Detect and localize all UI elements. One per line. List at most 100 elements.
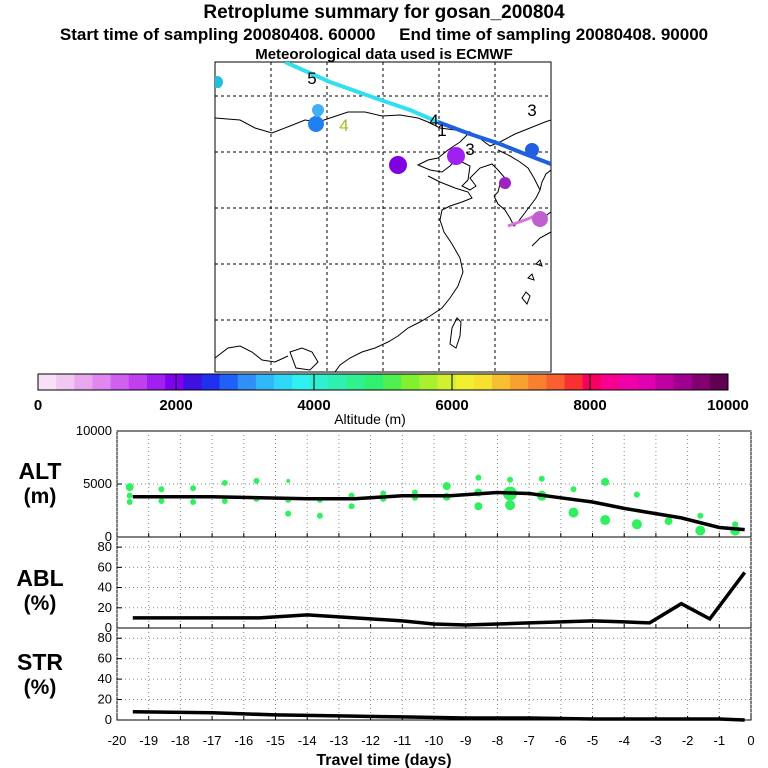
data-point xyxy=(507,476,514,483)
colorbar-cell xyxy=(564,374,584,390)
y-tick-label: 0 xyxy=(105,712,112,727)
x-tick-label: -8 xyxy=(492,733,504,748)
x-tick-label: -9 xyxy=(460,733,472,748)
colorbar-cell xyxy=(582,374,602,390)
y-tick-label: 40 xyxy=(98,580,112,595)
colorbar-cell xyxy=(401,374,420,390)
data-point xyxy=(286,478,291,483)
data-point xyxy=(475,474,482,481)
data-point xyxy=(505,500,516,511)
colorbar-tick-label: 2000 xyxy=(159,397,192,414)
panel-labels: ALT (m) ABL (%) STR (%) xyxy=(16,458,63,699)
colorbar-cell xyxy=(165,374,184,390)
coastline-south xyxy=(215,345,289,363)
colorbar-cell xyxy=(274,374,293,390)
str-unit-label: (%) xyxy=(24,676,57,699)
trajectory-cyan xyxy=(284,62,439,124)
colorbar-cell xyxy=(383,374,402,390)
map-label: 5 xyxy=(313,102,322,121)
x-tick-label: -17 xyxy=(203,733,222,748)
str-label: STR xyxy=(17,649,63,675)
colorbar-cell xyxy=(237,374,257,390)
panel-frame xyxy=(116,536,752,629)
data-point xyxy=(126,499,133,506)
colorbar-cell xyxy=(510,374,529,390)
data-point xyxy=(538,475,545,482)
colorbar-tick-label: 6000 xyxy=(435,397,468,414)
x-tick-label: -6 xyxy=(555,733,567,748)
data-point xyxy=(316,512,323,519)
y-tick-label: 40 xyxy=(98,671,112,686)
data-point xyxy=(190,485,197,492)
data-point xyxy=(503,486,518,501)
data-point xyxy=(536,490,547,501)
plume-dot xyxy=(525,143,539,157)
x-tick-label: -4 xyxy=(618,733,630,748)
series-line-alt xyxy=(132,490,745,532)
colorbar-cell xyxy=(491,374,511,390)
colorbar-cell xyxy=(528,374,547,390)
coastlines xyxy=(215,111,551,372)
data-point xyxy=(570,486,577,493)
x-tick-label: -11 xyxy=(393,733,411,748)
data-point xyxy=(126,492,133,499)
colorbar-cell xyxy=(328,374,348,390)
colorbar-cell xyxy=(38,374,57,390)
x-tick-label: -12 xyxy=(361,733,380,748)
y-tick-label: 60 xyxy=(98,559,112,574)
map-label: 3 xyxy=(527,101,536,120)
x-tick-label: -19 xyxy=(139,733,158,748)
colorbar-tick-label: 10000 xyxy=(707,397,749,414)
x-tick-label: -14 xyxy=(298,733,317,748)
map-label: 4 xyxy=(500,174,509,193)
map-label: 2 xyxy=(526,142,535,161)
colorbar-cell xyxy=(437,374,457,390)
plume-dot xyxy=(532,211,548,227)
data-point xyxy=(221,497,228,504)
colorbar-frame xyxy=(37,373,729,391)
data-point xyxy=(158,486,165,493)
coastline-korea xyxy=(493,169,551,227)
x-tick-label: -2 xyxy=(682,733,694,748)
abl-label: ABL xyxy=(16,565,63,591)
y-tick-label: 80 xyxy=(98,630,112,645)
data-point xyxy=(601,477,610,486)
colorbar-cell xyxy=(419,374,438,390)
colorbar-cell xyxy=(655,374,675,390)
map-label: 6 xyxy=(213,73,222,92)
trajectory-blue xyxy=(437,120,551,166)
coastline-north xyxy=(215,111,551,147)
y-tick-label: 20 xyxy=(98,600,112,615)
data-point xyxy=(316,496,323,503)
abl-unit-label: (%) xyxy=(24,592,57,615)
panel-abl: 0 20 40 60 80 xyxy=(98,536,752,635)
y-tick-label: 60 xyxy=(98,651,112,666)
sampling-times: Start time of sampling 20080408. 60000 E… xyxy=(0,25,768,45)
series-line-abl xyxy=(132,571,747,627)
coastline-shandong xyxy=(334,175,473,372)
y-tick-label: 0 xyxy=(105,529,112,544)
data-point xyxy=(348,492,355,499)
map-label: 3 xyxy=(465,140,474,159)
colorbar-title: Altitude (m) xyxy=(334,411,406,427)
data-point xyxy=(697,512,704,519)
map-label: 4 xyxy=(339,116,348,135)
island-taiwan xyxy=(449,317,462,349)
colorbar-cell xyxy=(255,374,275,390)
x-tick-label: -1 xyxy=(714,733,726,748)
map-label: 0 xyxy=(535,211,544,230)
x-tick-label: -18 xyxy=(171,733,190,748)
colorbar-cell xyxy=(92,374,112,390)
data-point xyxy=(158,497,165,504)
data-point xyxy=(568,507,579,518)
data-point xyxy=(474,502,483,511)
colorbar-tick-label: 0 xyxy=(34,397,42,414)
x-axis-title: Travel time (days) xyxy=(316,752,451,768)
colorbar-cell xyxy=(219,374,239,390)
colorbar-cell xyxy=(346,374,366,390)
data-point xyxy=(474,488,483,497)
island-hainan xyxy=(289,347,319,371)
